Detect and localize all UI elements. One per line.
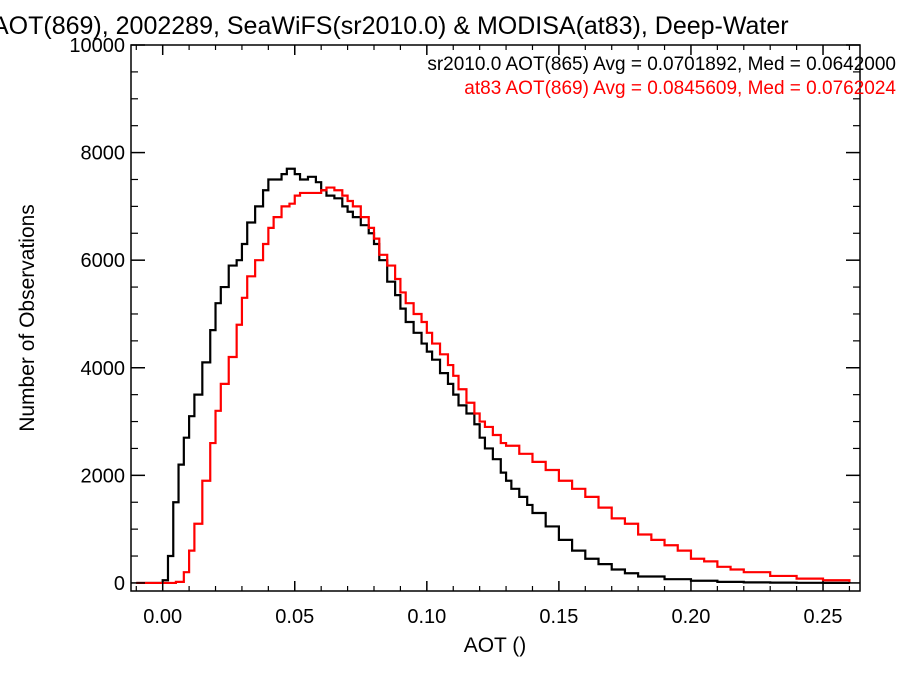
x-axis: 0.00 0.05 0.10 0.15 0.20 0.25 — [135, 45, 851, 628]
y-tick-label: 10000 — [69, 35, 125, 57]
y-tick-label: 8000 — [81, 143, 126, 165]
x-tick-label: 0.15 — [539, 606, 578, 628]
y-tick-label: 6000 — [81, 250, 126, 272]
plot-frame — [130, 44, 861, 592]
series-line-1 — [136, 167, 851, 585]
legend: sr2010.0 AOT(865) Avg = 0.0701892, Med =… — [427, 54, 896, 99]
x-tick-label: 0.05 — [275, 606, 314, 628]
legend-entry-2: at83 AOT(869) Avg = 0.0845609, Med = 0.0… — [464, 78, 896, 99]
chart-title: AOT(869), 2002289, SeaWiFS(sr2010.0) & M… — [0, 12, 789, 40]
x-tick-label: 0.20 — [671, 606, 710, 628]
x-tick-label: 0.10 — [407, 606, 446, 628]
x-axis-label: AOT () — [464, 634, 527, 657]
y-tick-label: 0 — [114, 573, 125, 595]
x-tick-label: 0.00 — [143, 606, 182, 628]
y-axis: 0 2000 4000 6000 8000 10000 — [69, 35, 860, 595]
y-axis-label: Number of Observations — [16, 204, 39, 432]
x-tick-label: 0.25 — [804, 606, 843, 628]
legend-entry-1: sr2010.0 AOT(865) Avg = 0.0701892, Med =… — [427, 54, 896, 75]
y-tick-label: 2000 — [81, 465, 126, 487]
y-tick-label: 4000 — [81, 358, 126, 380]
series-line-2 — [136, 186, 851, 585]
